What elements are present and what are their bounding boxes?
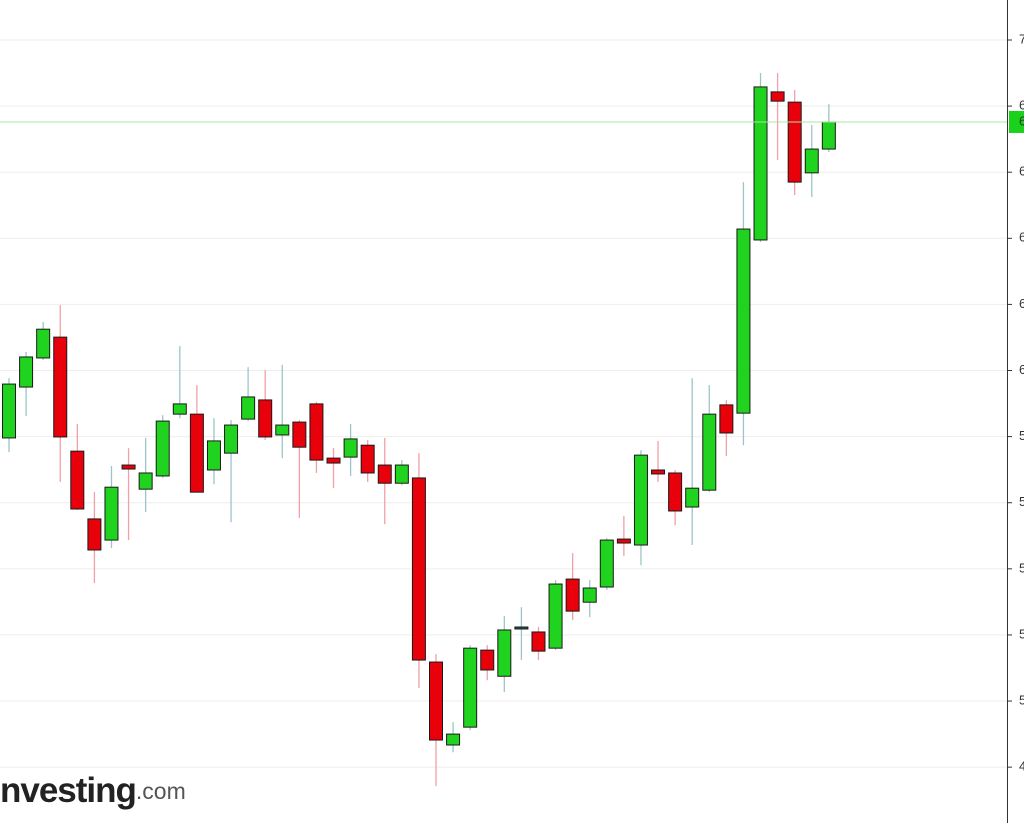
y-tick-label: 5 bbox=[1019, 626, 1024, 641]
candle-body bbox=[719, 404, 734, 434]
candle-body bbox=[36, 328, 51, 359]
candle-body bbox=[309, 403, 324, 461]
candle-body bbox=[770, 91, 785, 102]
candle-body bbox=[87, 518, 102, 551]
y-tick-label: 5 bbox=[1019, 428, 1024, 443]
candle-body bbox=[258, 399, 273, 438]
candle-body bbox=[292, 421, 307, 448]
candle-body bbox=[702, 413, 717, 491]
candle-body bbox=[582, 587, 597, 603]
y-tick-label: 4 bbox=[1019, 759, 1024, 774]
candle-body bbox=[480, 649, 495, 671]
candle-body bbox=[70, 450, 85, 510]
candle-body bbox=[2, 383, 16, 439]
y-tick-label: 6 bbox=[1019, 296, 1024, 311]
candle-body bbox=[241, 396, 256, 420]
candle-body bbox=[172, 403, 187, 415]
candle-body bbox=[668, 472, 683, 512]
candle-body bbox=[224, 424, 239, 454]
candle-body bbox=[53, 336, 68, 438]
candle-body bbox=[343, 438, 358, 458]
candle-body bbox=[685, 487, 700, 508]
candle-body bbox=[804, 148, 819, 174]
candle-body bbox=[633, 454, 648, 546]
logo-name: nvesting bbox=[0, 771, 136, 810]
y-tick-label: 5 bbox=[1019, 494, 1024, 509]
candle-body bbox=[497, 629, 512, 677]
candle-body bbox=[411, 477, 426, 661]
logo-suffix: .com bbox=[136, 778, 186, 804]
candle-body bbox=[19, 356, 34, 388]
candle-body bbox=[275, 424, 290, 436]
candle-body bbox=[651, 469, 666, 475]
candle-body bbox=[531, 631, 546, 652]
candle-body bbox=[736, 228, 751, 414]
candle-body bbox=[548, 583, 563, 649]
candle-body bbox=[429, 661, 443, 741]
candle-body bbox=[753, 86, 768, 241]
candle-body bbox=[514, 626, 529, 630]
last-price-label: 6 bbox=[1019, 113, 1024, 128]
y-tick-label: 6 bbox=[1019, 98, 1024, 113]
candle-body bbox=[446, 733, 461, 746]
y-tick-label: 5 bbox=[1019, 560, 1024, 575]
candle-body bbox=[821, 121, 836, 150]
candle-body bbox=[377, 464, 392, 484]
candle-body bbox=[326, 457, 341, 464]
candle-body bbox=[138, 472, 153, 490]
candle-body bbox=[565, 578, 580, 612]
y-tick-label: 6 bbox=[1019, 164, 1024, 179]
candle-body bbox=[616, 538, 631, 544]
candle-body bbox=[121, 464, 136, 470]
last-price-tag bbox=[1009, 110, 1024, 133]
candle-body bbox=[360, 444, 375, 474]
candle-body bbox=[599, 539, 614, 588]
y-tick-label: 7 bbox=[1019, 31, 1024, 46]
logo: nvesting.com bbox=[0, 771, 186, 810]
y-tick-label: 6 bbox=[1019, 230, 1024, 245]
y-tick-label: 6 bbox=[1019, 362, 1024, 377]
candle-body bbox=[394, 464, 409, 484]
candle-body bbox=[463, 647, 478, 728]
candle-body bbox=[189, 413, 204, 493]
candle-body bbox=[155, 420, 170, 477]
candle-body bbox=[104, 486, 119, 541]
y-tick-label: 5 bbox=[1019, 692, 1024, 707]
candle-body bbox=[206, 440, 221, 471]
candle-body bbox=[787, 101, 802, 183]
